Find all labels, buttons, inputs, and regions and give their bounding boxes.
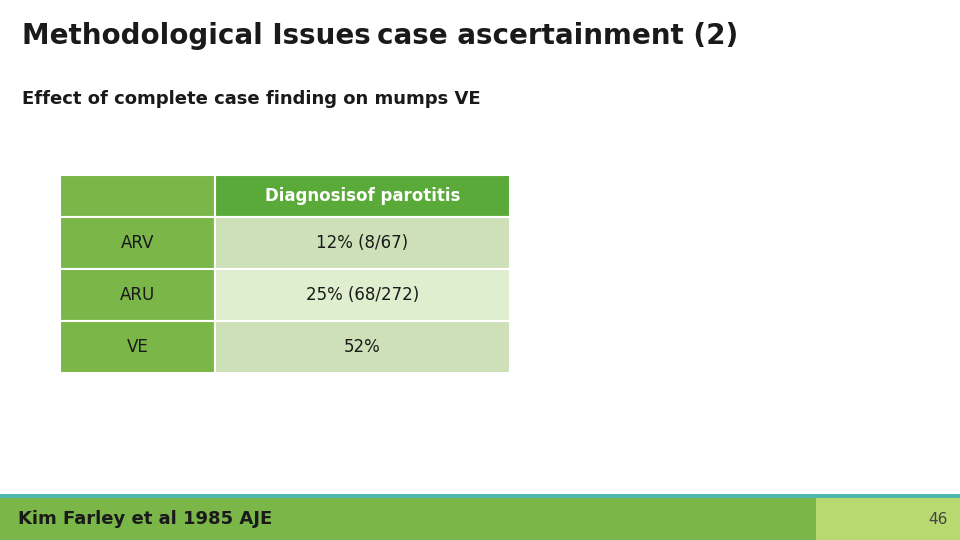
Text: 52%: 52% xyxy=(344,338,381,356)
Text: 12% (8/67): 12% (8/67) xyxy=(317,234,409,252)
Bar xyxy=(215,217,510,269)
Bar xyxy=(215,175,510,217)
Bar xyxy=(816,498,960,540)
Bar xyxy=(0,498,816,540)
Text: ARV: ARV xyxy=(121,234,155,252)
Text: VE: VE xyxy=(127,338,149,356)
Bar xyxy=(60,217,215,269)
Bar xyxy=(60,175,215,217)
Bar xyxy=(60,269,215,321)
Text: Effect of complete case finding on mumps VE: Effect of complete case finding on mumps… xyxy=(22,90,481,108)
Bar xyxy=(60,321,215,373)
Bar xyxy=(215,321,510,373)
Bar xyxy=(215,269,510,321)
Text: Diagnosisof parotitis: Diagnosisof parotitis xyxy=(265,187,460,205)
Text: 46: 46 xyxy=(928,511,948,526)
Text: Methodological Issues: Methodological Issues xyxy=(22,22,371,50)
Bar xyxy=(0,494,960,498)
Text: ARU: ARU xyxy=(120,286,156,304)
Text: 25% (68/272): 25% (68/272) xyxy=(306,286,420,304)
Text: case ascertainment (2): case ascertainment (2) xyxy=(377,22,738,50)
Text: Kim Farley et al 1985 AJE: Kim Farley et al 1985 AJE xyxy=(18,510,273,528)
